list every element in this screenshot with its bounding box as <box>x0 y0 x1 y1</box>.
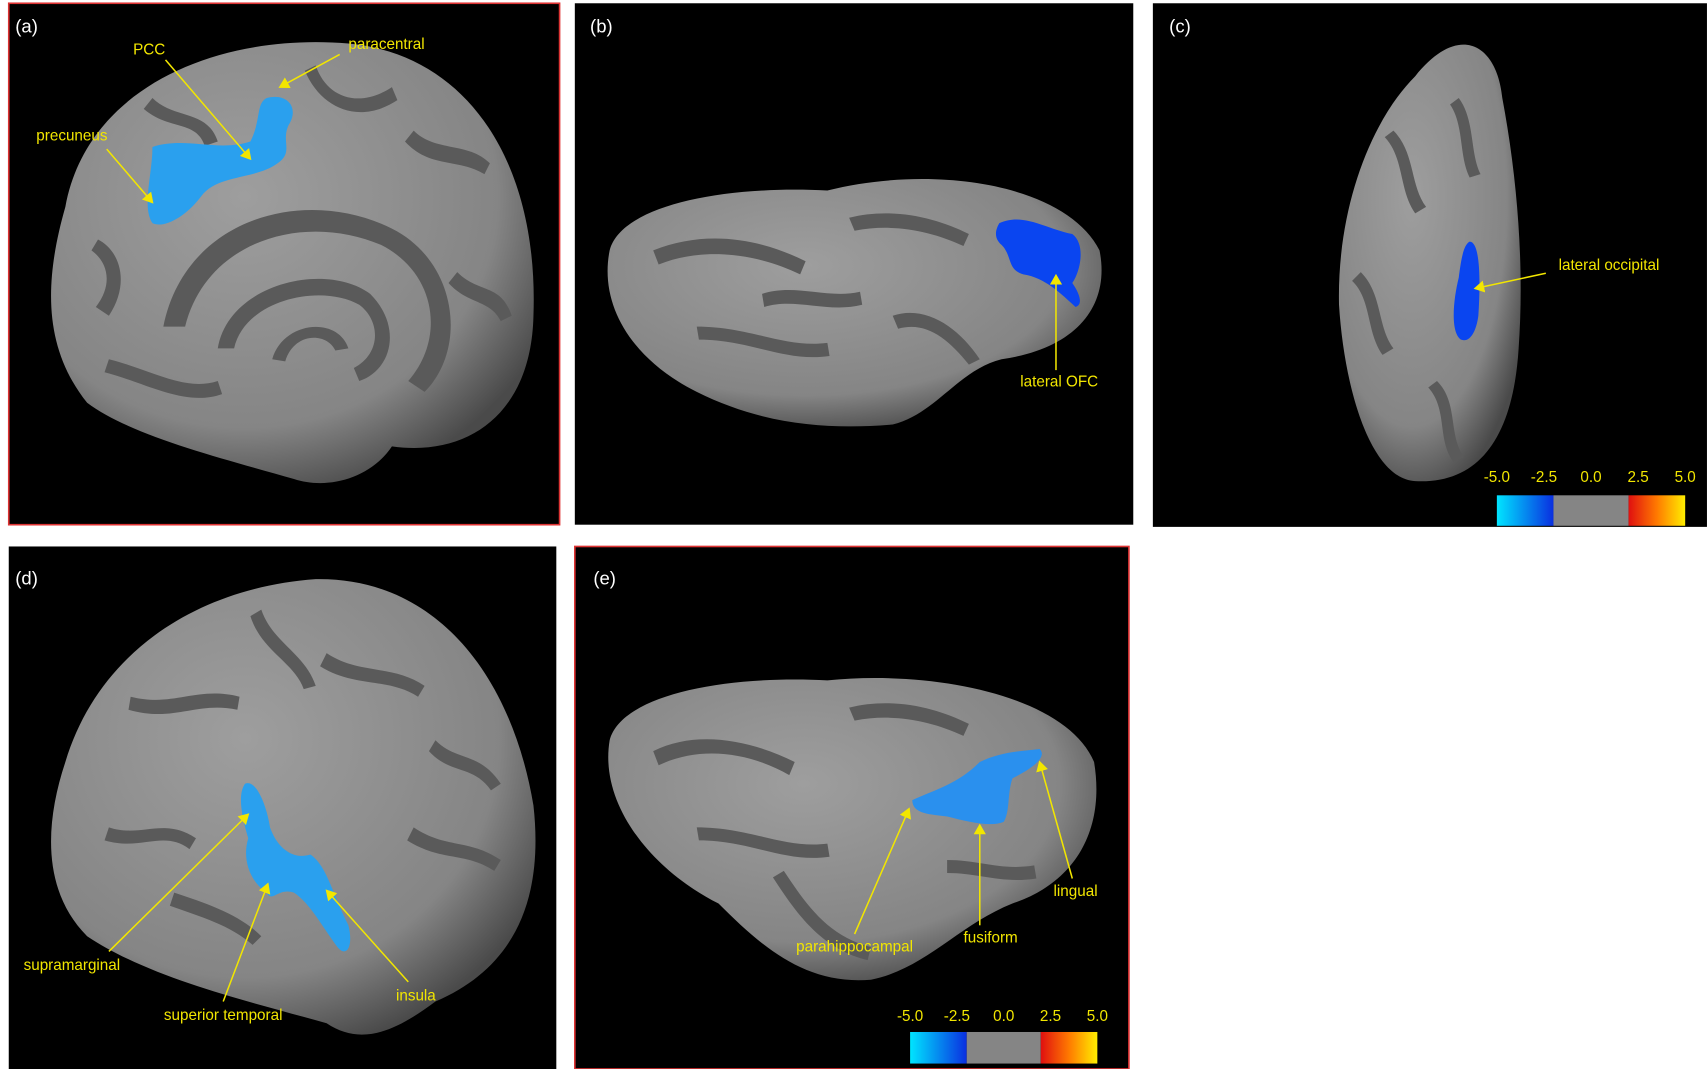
colorbar-tick-label: 0.0 <box>1580 469 1601 486</box>
annotation-label: insula <box>396 987 436 1004</box>
panel-label: (b) <box>590 16 613 37</box>
colorbar-tick-label: 5.0 <box>1087 1008 1108 1025</box>
panel-label: (e) <box>593 568 616 589</box>
colorbar <box>910 1032 1097 1064</box>
panel-label: (d) <box>15 568 38 589</box>
annotation-label: lingual <box>1054 883 1098 900</box>
brain-surface <box>51 42 534 483</box>
colorbar-tick-label: -2.5 <box>1531 469 1557 486</box>
page: (a) PCC paracentral precuneus (b) lateral OFC… <box>0 0 1707 1069</box>
colorbar-tick-label: 2.5 <box>1628 469 1649 486</box>
annotation-label: lateral OFC <box>1020 373 1098 390</box>
colorbar-tick-label: -2.5 <box>944 1008 970 1025</box>
colorbar-tick-label: -5.0 <box>897 1008 923 1025</box>
panel-label: (a) <box>15 16 38 37</box>
annotation-label: PCC <box>133 41 165 58</box>
annotation-label: parahippocampal <box>796 938 913 955</box>
annotation-label: fusiform <box>964 930 1018 947</box>
annotation-label: paracentral <box>348 36 424 53</box>
annotation-label: supramarginal <box>24 957 121 974</box>
panel-label: (c) <box>1169 16 1191 37</box>
colorbar-tick-label: 5.0 <box>1675 469 1696 486</box>
annotation-label: precuneus <box>36 127 108 144</box>
colorbar-tick-label: -5.0 <box>1484 469 1510 486</box>
colorbar <box>1497 495 1685 525</box>
annotation-label: lateral occipital <box>1559 257 1660 274</box>
colorbar-tick-label: 0.0 <box>993 1008 1014 1025</box>
colorbar-tick-label: 2.5 <box>1040 1008 1061 1025</box>
figure: (a) PCC paracentral precuneus (b) lateral OFC… <box>0 0 1707 1069</box>
annotation-label: superior temporal <box>164 1007 283 1024</box>
